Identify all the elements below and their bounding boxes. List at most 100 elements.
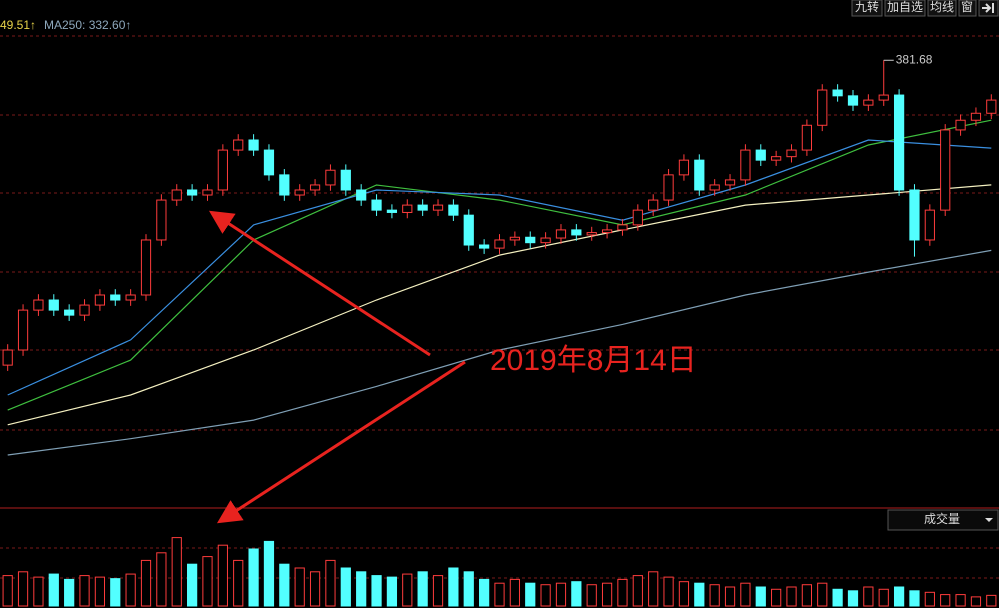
candle-body <box>509 236 520 241</box>
volume-bar <box>432 575 444 607</box>
volume-bar <box>571 581 582 607</box>
candle-body <box>847 95 859 106</box>
volume-bar <box>771 588 782 607</box>
volume-bar <box>156 552 167 607</box>
annotation-text: 2019年8月14日 <box>490 344 697 377</box>
moving-average <box>7 184 992 426</box>
button-label[interactable]: 加自选 <box>887 0 923 14</box>
button-label[interactable]: 九转 <box>855 0 879 14</box>
button-label[interactable]: 窗 <box>961 0 973 14</box>
arrow <box>216 360 466 524</box>
toolbar: 九转 加自选 均线 窗 <box>851 0 999 17</box>
candle-body <box>525 236 536 244</box>
candle-body <box>417 204 428 211</box>
candle-body <box>863 99 874 106</box>
volume-bar <box>64 578 75 607</box>
volume-bar <box>79 575 90 607</box>
candle-body <box>386 209 398 213</box>
header-label: 49.51↑ <box>0 18 36 32</box>
candle-body <box>140 239 152 296</box>
candle-body <box>709 184 720 191</box>
volume-bar <box>970 596 982 607</box>
candle-body <box>740 149 751 181</box>
candle-body <box>294 189 305 196</box>
volume-bar <box>17 571 29 607</box>
volume-bar <box>171 537 182 607</box>
candle-body <box>340 169 351 191</box>
candle-body <box>233 139 244 151</box>
volume-bar <box>924 591 935 607</box>
candle-body <box>878 94 889 101</box>
candle-body <box>755 149 766 161</box>
dropdown-arrow[interactable] <box>985 518 993 522</box>
volume-bar <box>279 563 290 607</box>
candle-body <box>94 294 106 306</box>
candle-body <box>970 112 982 121</box>
button[interactable] <box>958 0 977 17</box>
volume-bar <box>263 540 275 607</box>
candle-body <box>17 309 29 351</box>
volume-bar <box>663 576 674 607</box>
candle-body <box>893 94 905 191</box>
volume-bar <box>632 575 643 607</box>
volume-bar <box>586 584 597 607</box>
dropdown[interactable] <box>887 509 999 531</box>
volume-bar <box>724 586 736 607</box>
volume-bar <box>386 576 398 607</box>
candle-body <box>110 294 121 301</box>
volume-bar <box>217 544 228 607</box>
volume-bar <box>617 578 628 607</box>
candle-body <box>325 169 336 186</box>
dropdown-label[interactable]: 成交量 <box>924 511 960 526</box>
volume-bar <box>294 567 305 607</box>
volume-selector[interactable]: 成交量 <box>887 509 999 531</box>
candle-body <box>463 214 474 246</box>
candle-body <box>432 204 444 211</box>
button-label[interactable]: 均线 <box>930 0 954 14</box>
arrow <box>208 210 431 357</box>
volume-bar <box>309 571 321 607</box>
candle-body <box>494 239 505 249</box>
max-label: 381.68 <box>896 52 933 66</box>
button[interactable] <box>927 0 957 17</box>
volume-bar <box>801 584 812 607</box>
candle-body <box>724 179 736 186</box>
button[interactable] <box>851 0 883 17</box>
candle-body <box>156 199 167 241</box>
candle-body <box>64 309 75 316</box>
candle-body <box>955 119 966 131</box>
candle-body <box>986 99 997 114</box>
volume-bar <box>140 559 152 607</box>
candle-body <box>663 174 674 201</box>
exit-icon[interactable] <box>982 3 994 13</box>
candle-body <box>555 229 567 239</box>
candle-body <box>33 299 44 311</box>
candle-body <box>586 232 597 236</box>
volume-bar <box>125 573 136 607</box>
volume-bar <box>555 582 567 607</box>
volume-bar <box>463 571 474 607</box>
candle-body <box>479 244 490 249</box>
candle-body <box>940 129 951 211</box>
volume-bar <box>678 581 690 607</box>
volume-bar <box>540 584 551 607</box>
candle-body <box>601 229 613 234</box>
volume-bar <box>509 578 520 607</box>
candle-body <box>356 189 367 201</box>
candle-body <box>371 199 382 211</box>
candle-body <box>79 304 90 316</box>
volume-bar <box>340 567 351 607</box>
volume-bar <box>786 586 797 607</box>
volume-bar <box>832 588 843 607</box>
candle-body <box>540 237 551 244</box>
candle-body <box>771 156 782 161</box>
plot: 381.68 <box>2 52 997 607</box>
candle-body <box>217 149 228 191</box>
volume-bar <box>863 586 874 607</box>
button[interactable] <box>884 0 926 17</box>
header-label: MA250: 332.60↑ <box>44 18 131 32</box>
volume-bar <box>940 594 951 607</box>
candle-body <box>171 189 182 201</box>
candle-body <box>617 224 628 231</box>
